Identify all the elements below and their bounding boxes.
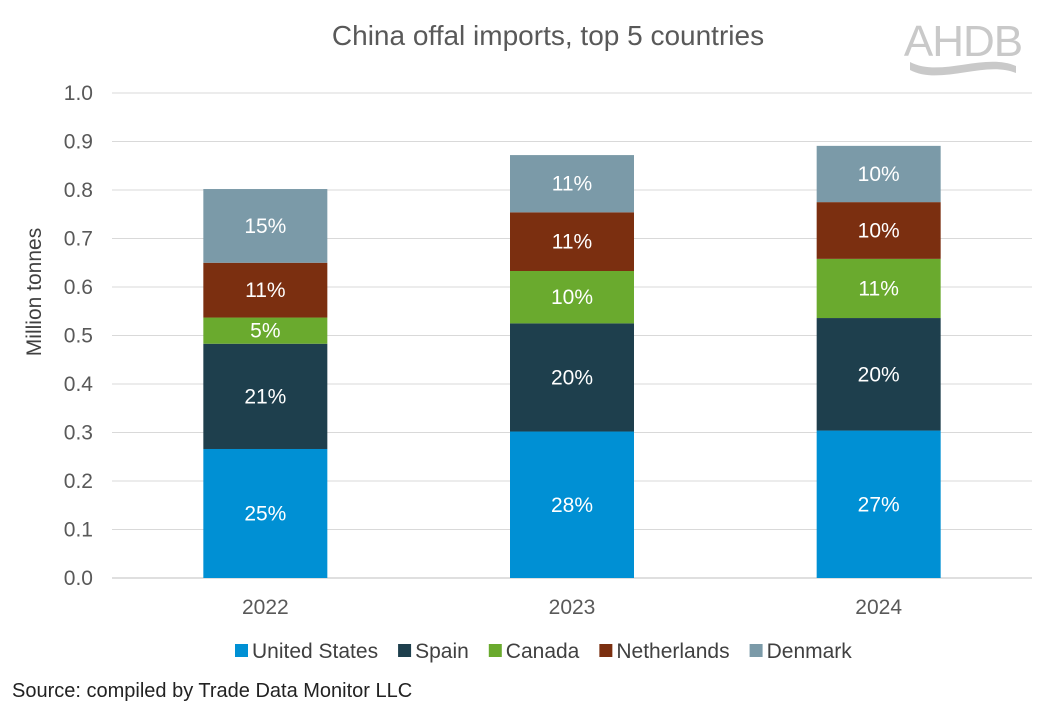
x-tick-label: 2022 <box>242 596 289 619</box>
bar-segment <box>816 145 941 203</box>
y-axis-label: Million tonnes <box>23 228 46 356</box>
y-tick-label: 0.9 <box>64 131 93 154</box>
x-tick-label: 2024 <box>855 596 902 619</box>
bar-segment <box>816 258 941 319</box>
data-label: 27% <box>858 493 900 516</box>
legend-entry: Canada <box>506 640 580 663</box>
y-tick-label: 0.4 <box>64 373 94 396</box>
bar-segment <box>510 323 634 432</box>
logo-text: AHDB <box>904 17 1022 66</box>
data-label: 11% <box>552 231 592 254</box>
bar-segment <box>510 270 634 324</box>
legend-entry: United States <box>252 640 378 663</box>
y-tick-label: 0.3 <box>64 422 93 445</box>
y-tick-label: 0.8 <box>64 179 93 202</box>
source-note: Source: compiled by Trade Data Monitor L… <box>12 680 413 702</box>
bar-segment <box>510 155 634 213</box>
bar-segment <box>203 317 328 344</box>
data-label: 11% <box>858 277 898 300</box>
bar-segment <box>816 430 941 578</box>
data-label: 28% <box>551 494 593 517</box>
legend-swatch <box>599 644 613 657</box>
legend-swatch <box>398 644 412 657</box>
data-label: 20% <box>858 363 900 386</box>
y-tick-label: 0.0 <box>64 567 93 590</box>
data-label: 15% <box>244 215 286 238</box>
x-ticks: 2022 2023 2024 <box>242 596 902 619</box>
bar-segment <box>816 202 941 259</box>
data-label: 10% <box>858 219 900 242</box>
data-label: 5% <box>250 320 280 343</box>
y-tick-label: 0.2 <box>64 470 93 493</box>
y-tick-label: 0.5 <box>64 325 93 348</box>
bar-segment <box>203 343 328 449</box>
bar-segment <box>816 318 941 431</box>
y-tick-label: 0.1 <box>64 519 93 542</box>
data-label: 11% <box>552 173 592 196</box>
data-label: 11% <box>245 279 285 302</box>
legend-entry: Denmark <box>767 640 853 663</box>
legend-swatch <box>488 644 502 657</box>
data-label: 25% <box>244 502 286 525</box>
data-label: 20% <box>551 366 593 389</box>
ahdb-logo: AHDB <box>904 17 1023 76</box>
logo-swoosh-icon <box>910 61 1016 76</box>
bar-segment <box>510 212 634 271</box>
y-ticks: 0.0 0.1 0.2 0.3 0.4 0.5 0.6 0.7 0.8 0.9 1.0 <box>64 82 94 590</box>
x-tick-label: 2023 <box>549 596 596 619</box>
bar-segment <box>203 448 328 578</box>
y-tick-label: 1.0 <box>64 82 93 105</box>
legend-entry: Netherlands <box>616 640 729 663</box>
bar-segment <box>203 189 328 263</box>
bars: 25% 21% 5% 11% 15% 28% 20% 10% 11% 11% 27% 20% 11% 10… <box>203 145 941 578</box>
legend-swatch <box>749 644 763 657</box>
data-label: 21% <box>244 385 286 408</box>
y-tick-label: 0.7 <box>64 228 93 251</box>
data-label: 10% <box>858 163 900 186</box>
y-tick-label: 0.6 <box>64 276 93 299</box>
legend-swatch <box>235 644 248 657</box>
legend-entry: Spain <box>415 640 469 663</box>
bar-segment <box>203 262 328 318</box>
legend: United States Spain Canada Netherlands Denma… <box>235 640 852 663</box>
bar-segment <box>510 431 634 578</box>
chart-title: China offal imports, top 5 countries <box>332 20 764 51</box>
data-label: 10% <box>551 286 593 309</box>
